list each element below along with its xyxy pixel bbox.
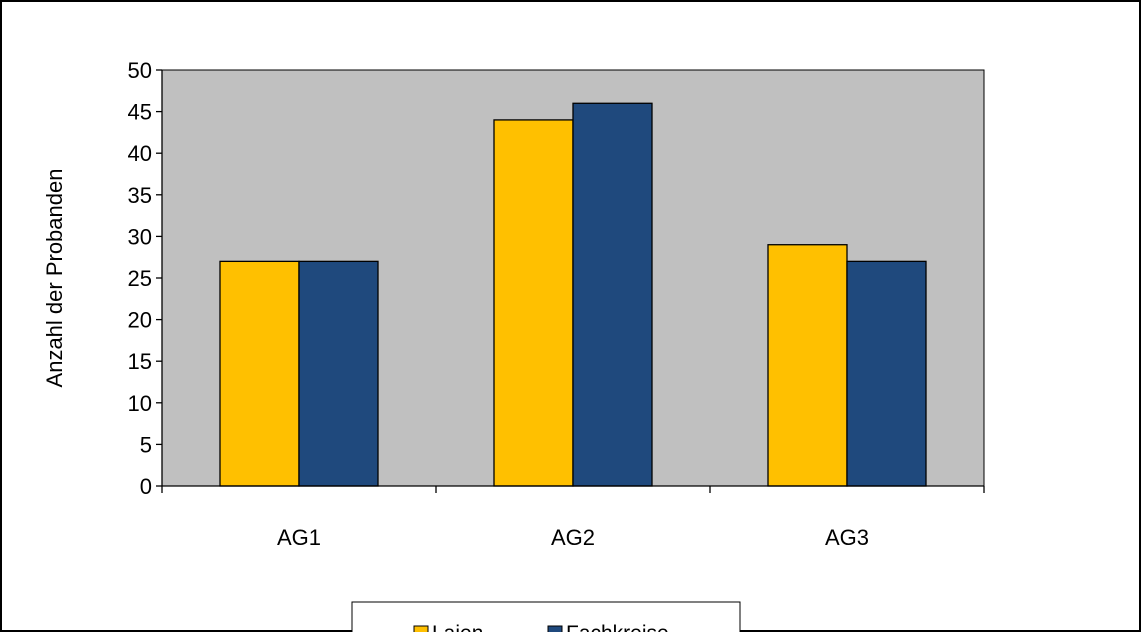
axes-layer: 0 5 10 15 20 25 30 35 40 45 50 AG1 AG2 AG3 <box>128 58 985 550</box>
y-tick-label: 25 <box>128 266 152 291</box>
y-tick-label: 10 <box>128 391 152 416</box>
y-tick-label: 5 <box>140 432 152 457</box>
y-tick-label: 35 <box>128 183 152 208</box>
legend-swatch-fachkreise <box>547 625 563 637</box>
legend: Laien Fachkreise <box>351 601 741 637</box>
y-tick-label: 0 <box>140 474 152 499</box>
y-tick-label: 30 <box>128 224 152 249</box>
x-tick-label: AG2 <box>551 525 595 550</box>
y-tick-label: 20 <box>128 308 152 333</box>
legend-swatch-laien <box>413 625 429 637</box>
legend-box <box>351 601 741 637</box>
bar-fachkreise-ag1 <box>298 260 379 487</box>
bar-laien-ag1 <box>219 260 300 487</box>
y-tick-label: 15 <box>128 349 152 374</box>
bar-laien-ag3 <box>767 244 848 487</box>
y-tick-label: 45 <box>128 100 152 125</box>
bar-fachkreise-ag2 <box>572 102 653 487</box>
legend-label-laien: Laien <box>432 622 483 632</box>
bars-layer <box>219 102 927 487</box>
legend-label-fachkreise: Fachkreise <box>566 622 669 632</box>
x-tick-label: AG3 <box>825 525 869 550</box>
x-tick-label: AG1 <box>277 525 321 550</box>
y-tick-label: 50 <box>128 58 152 83</box>
y-axis-title: Anzahl der Probanden <box>42 169 67 388</box>
bar-fachkreise-ag3 <box>846 260 927 487</box>
y-tick-label: 40 <box>128 141 152 166</box>
bar-laien-ag2 <box>493 119 574 487</box>
